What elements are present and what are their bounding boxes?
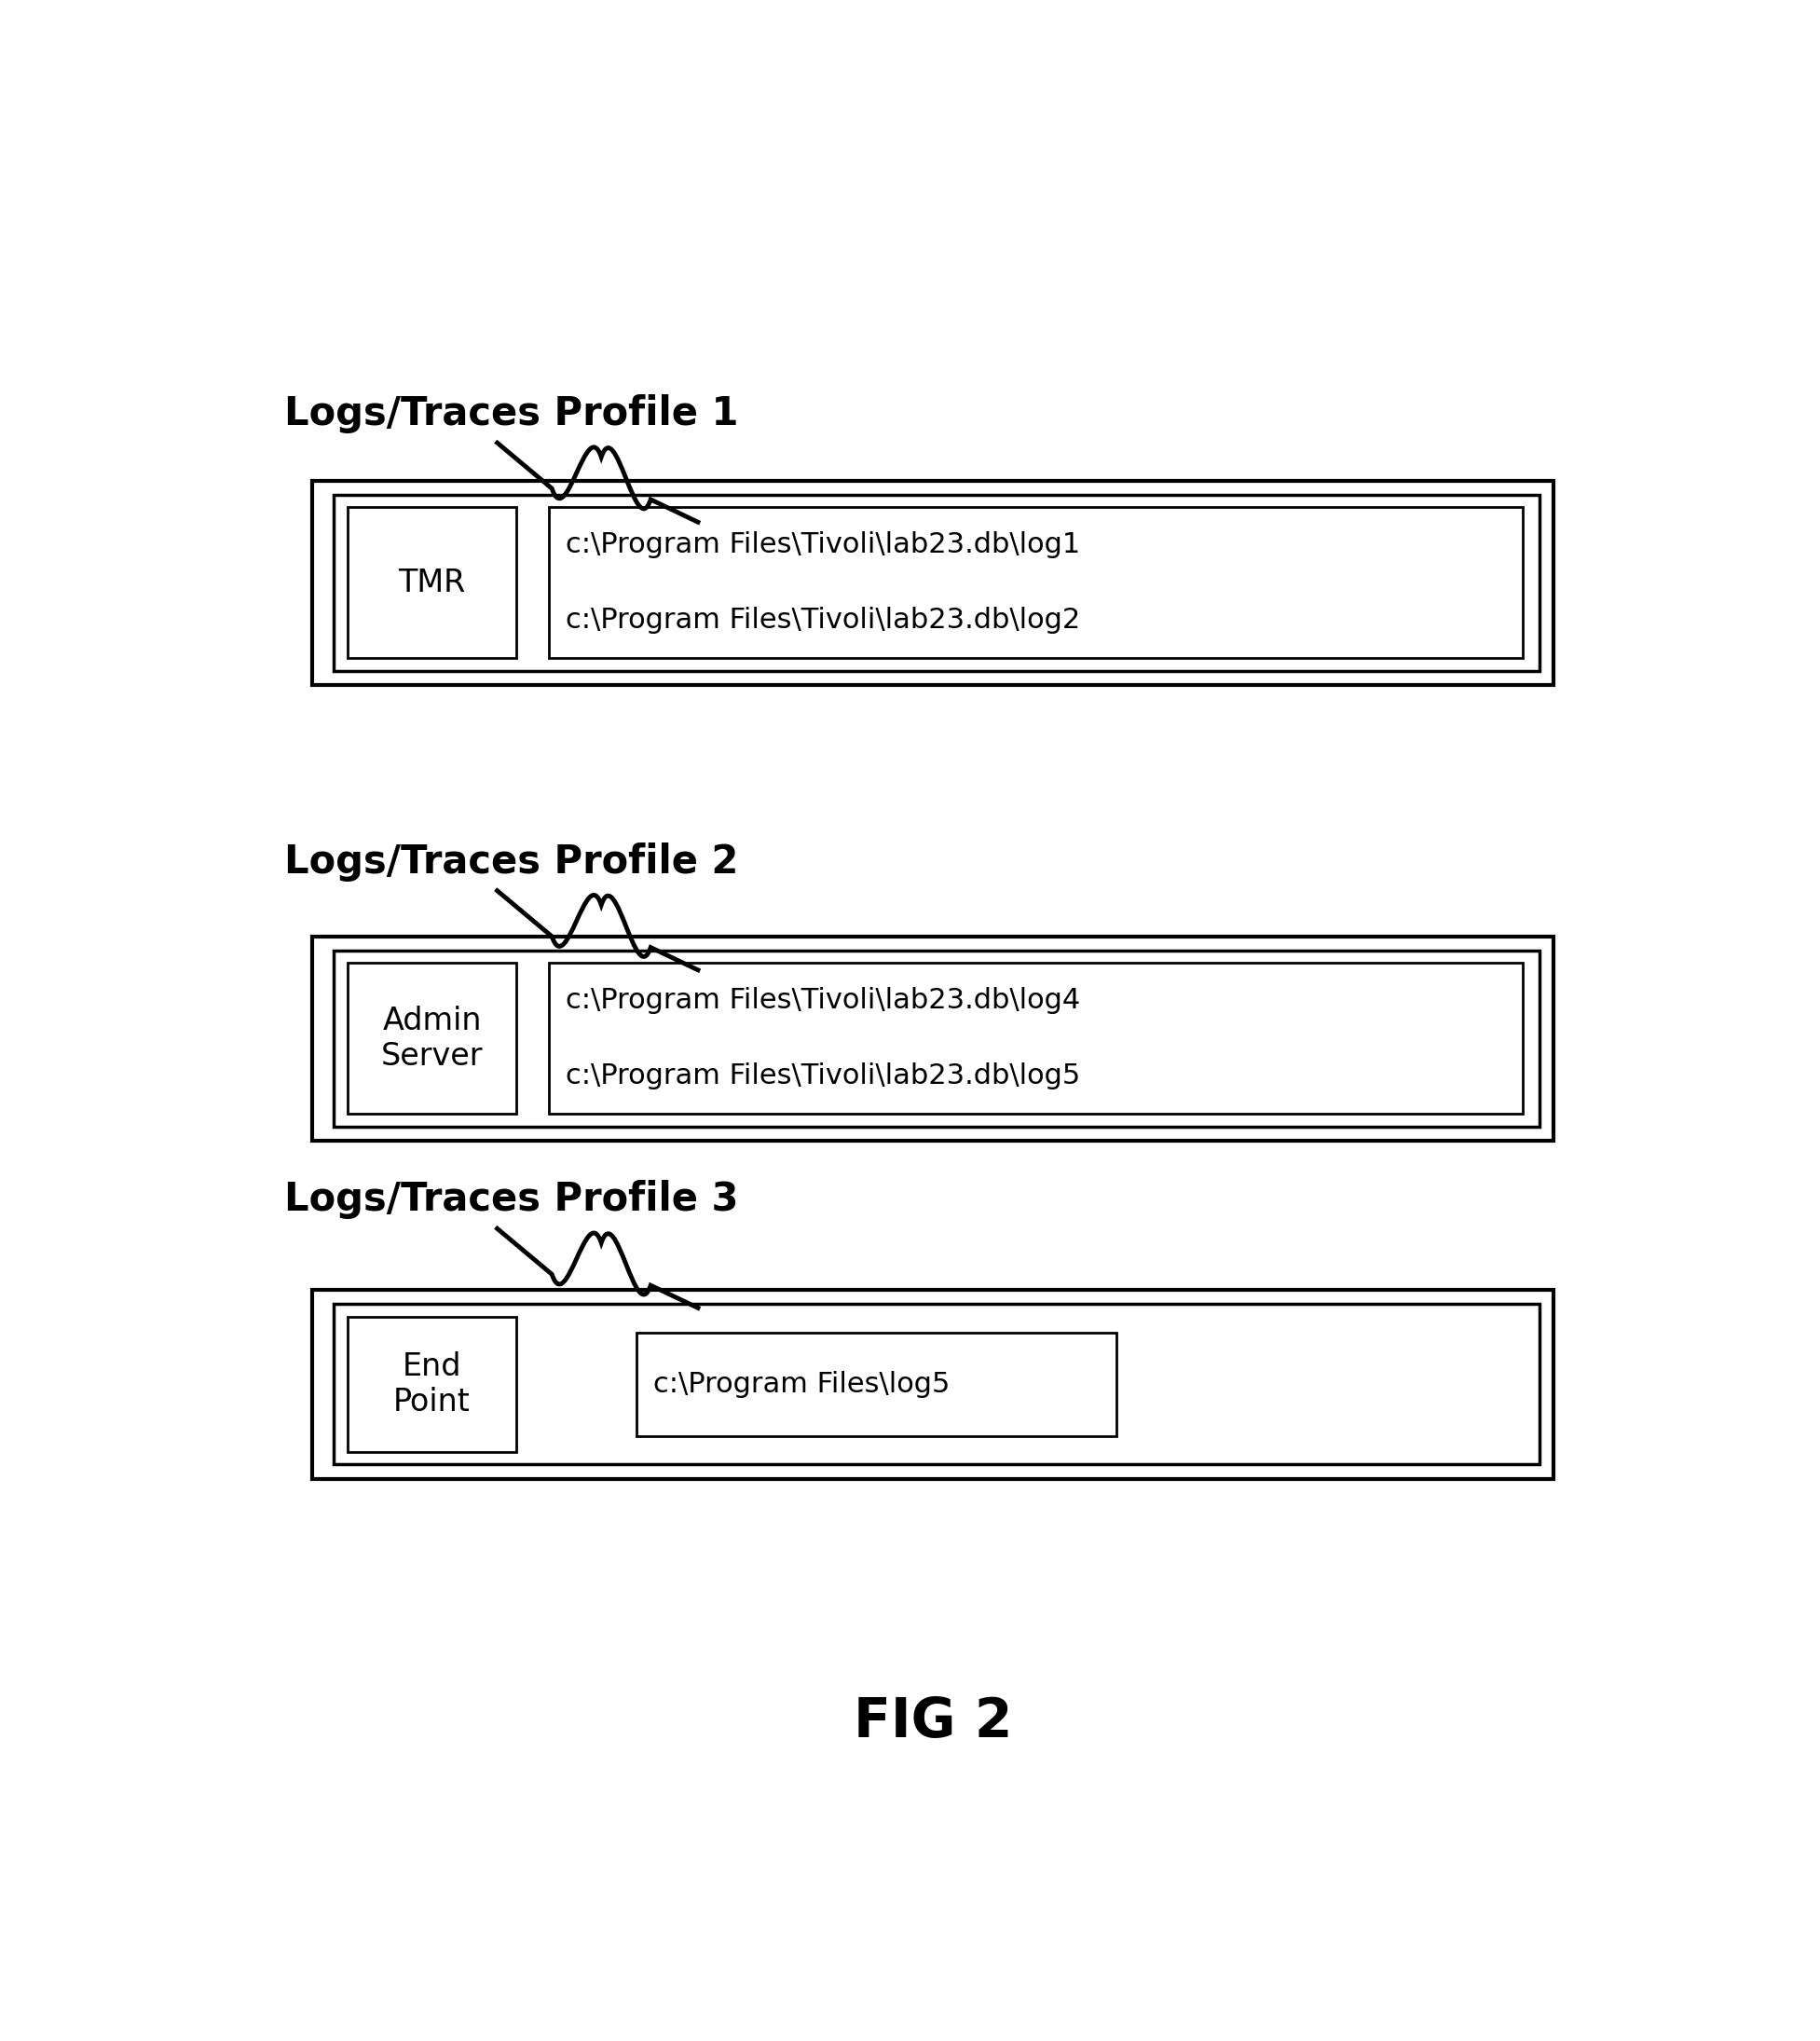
Text: c:\Program Files\log5: c:\Program Files\log5 bbox=[653, 1372, 950, 1398]
Text: End
Point: End Point bbox=[393, 1351, 471, 1418]
Bar bbox=[348, 508, 517, 659]
Text: Admin
Server: Admin Server bbox=[380, 1006, 482, 1072]
Text: Logs/Traces Profile 3: Logs/Traces Profile 3 bbox=[284, 1180, 739, 1218]
Bar bbox=[550, 508, 1522, 659]
Text: TMR: TMR bbox=[399, 567, 466, 598]
Text: Logs/Traces Profile 2: Logs/Traces Profile 2 bbox=[284, 843, 739, 882]
Bar bbox=[333, 1304, 1540, 1465]
Text: c:\Program Files\Tivoli\lab23.db\log4: c:\Program Files\Tivoli\lab23.db\log4 bbox=[566, 988, 1081, 1014]
Bar bbox=[348, 963, 517, 1114]
Text: c:\Program Files\Tivoli\lab23.db\log2: c:\Program Files\Tivoli\lab23.db\log2 bbox=[566, 606, 1081, 635]
Bar bbox=[313, 480, 1552, 686]
Bar bbox=[333, 494, 1540, 671]
Text: c:\Program Files\Tivoli\lab23.db\log5: c:\Program Files\Tivoli\lab23.db\log5 bbox=[566, 1063, 1081, 1090]
Bar bbox=[333, 951, 1540, 1127]
Text: c:\Program Files\Tivoli\lab23.db\log1: c:\Program Files\Tivoli\lab23.db\log1 bbox=[566, 531, 1081, 559]
Bar bbox=[348, 1316, 517, 1451]
Bar bbox=[550, 963, 1522, 1114]
Bar bbox=[637, 1333, 1116, 1437]
Text: FIG 2: FIG 2 bbox=[854, 1696, 1012, 1749]
Text: Logs/Traces Profile 1: Logs/Traces Profile 1 bbox=[284, 394, 739, 433]
Bar bbox=[313, 937, 1552, 1141]
Bar bbox=[313, 1290, 1552, 1478]
